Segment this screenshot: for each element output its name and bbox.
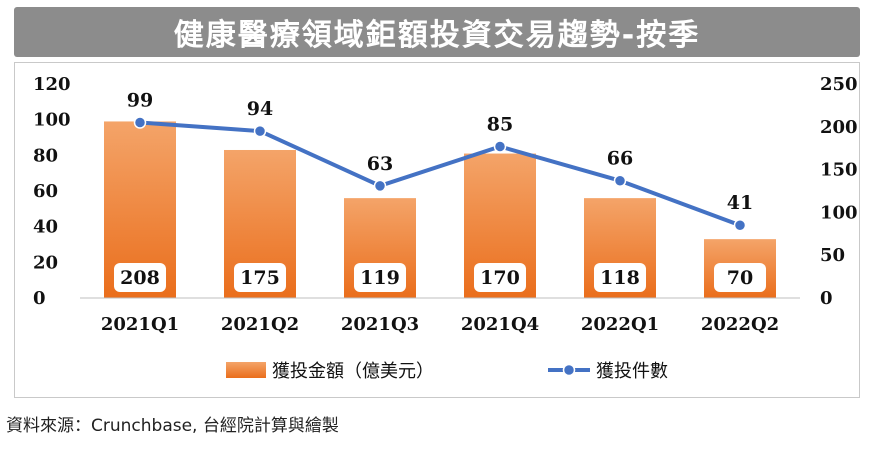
x-tick-label: 2021Q2: [221, 314, 299, 335]
bars-group: [104, 121, 776, 298]
y-right-tick-label: 100: [820, 202, 858, 223]
x-tick-label: 2021Q3: [341, 314, 419, 335]
bar-value-label: 119: [360, 267, 400, 289]
bar-value-label: 175: [240, 267, 280, 289]
bar-value-box: [114, 263, 166, 292]
legend: 獲投金額（億美元） 獲投件數: [226, 361, 668, 382]
line-point: [133, 116, 147, 129]
chart-title-bar: 健康醫療領域鉅額投資交易趨勢-按季: [14, 7, 860, 57]
line-point: [613, 174, 627, 187]
legend-line-label: 獲投件數: [596, 361, 668, 382]
bar-value-label: 208: [120, 267, 160, 289]
line-point-label: 41: [727, 192, 753, 214]
legend-bar-swatch: [226, 362, 266, 378]
bar-value-box: [714, 263, 766, 292]
line-point: [493, 140, 507, 153]
bar-value-label: 118: [600, 267, 640, 289]
x-tick-label: 2021Q4: [461, 314, 539, 335]
line-point-label: 66: [607, 148, 633, 170]
y-left-tick-label: 20: [33, 252, 58, 273]
bar-labels-group: 208 175 119 170 118 70: [114, 263, 766, 292]
bar-value-box: [354, 263, 406, 292]
y-left-tick-label: 120: [33, 74, 71, 95]
bar-value-label: 70: [727, 267, 753, 289]
chart-title: 健康醫療領域鉅額投資交易趨勢-按季: [173, 18, 701, 53]
line-point: [733, 218, 747, 232]
bar-value-box: [594, 263, 646, 292]
y-right-tick-label: 200: [820, 117, 858, 138]
bar-value-box: [474, 263, 526, 292]
y-left-tick-label: 0: [33, 288, 46, 309]
x-tick-label: 2021Q1: [101, 314, 179, 335]
line-point: [373, 179, 387, 193]
bar-value-label: 170: [480, 267, 520, 289]
line-point-label: 85: [487, 113, 513, 135]
x-tick-label: 2022Q1: [581, 314, 659, 335]
source-note: 資料來源：Crunchbase, 台經院計算與繪製: [6, 416, 339, 436]
y-right-tick-label: 150: [820, 160, 858, 181]
y-right-tick-label: 50: [820, 245, 845, 266]
line-point: [253, 124, 267, 138]
y-right-tick-label: 250: [820, 74, 858, 95]
line-point-label: 94: [247, 98, 273, 120]
y-left-tick-label: 80: [33, 145, 58, 166]
line-series-path: [139, 120, 741, 228]
y-left-tick-label: 60: [33, 181, 58, 202]
line-point-label: 99: [127, 90, 153, 112]
y-left-tick-label: 40: [33, 217, 58, 238]
x-tick-label: 2022Q2: [701, 314, 779, 335]
line-group: 99 94 63 85 66 41: [127, 90, 753, 232]
y-left-tick-label: 100: [33, 110, 71, 131]
legend-line-marker: [562, 363, 576, 377]
legend-bar-label: 獲投金額（億美元）: [272, 361, 434, 382]
line-point-label: 63: [367, 153, 393, 175]
y-right-tick-label: 0: [820, 288, 833, 309]
bar-value-box: [234, 263, 286, 292]
axes-group: 2021Q1 2021Q2 2021Q3 2021Q4 2022Q1 2022Q2 0 20 4…: [33, 74, 858, 335]
